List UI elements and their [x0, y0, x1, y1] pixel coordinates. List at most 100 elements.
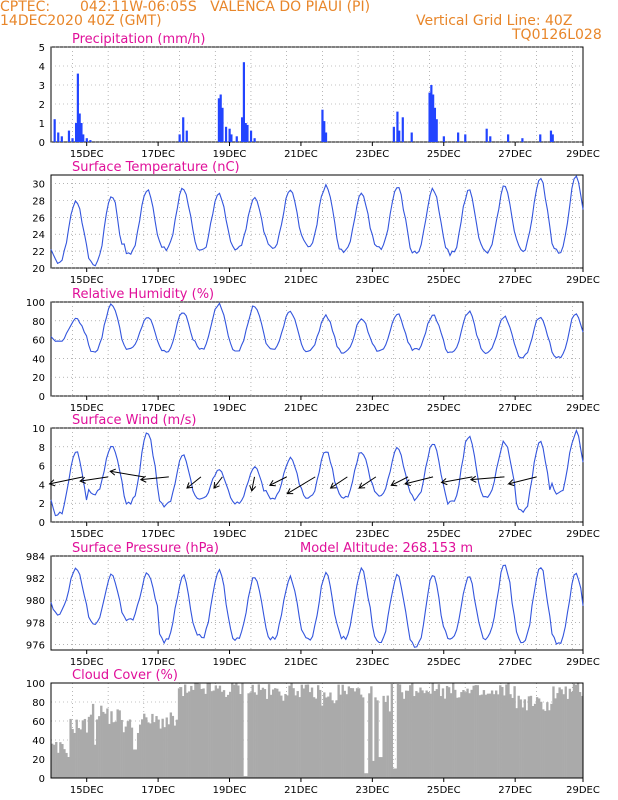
cloud-bar-92 — [239, 694, 242, 778]
cloud-bar-115 — [286, 695, 289, 778]
precipitation-ytick-4: 4 — [39, 62, 45, 73]
precipitation-bar-34 — [401, 117, 404, 142]
cloud-bar-196 — [452, 683, 455, 778]
cloud-bar-73 — [200, 688, 203, 778]
cloud-bar-76 — [206, 683, 209, 778]
cloud-cover-ytick-4: 80 — [32, 698, 45, 709]
cloud-bar-246 — [554, 698, 557, 778]
header-location: 042:11W-06:05S VALENCA DO PIAUI (PI) — [80, 0, 371, 15]
cloud-cover-ytick-1: 20 — [32, 755, 45, 766]
humidity-ytick-1: 20 — [32, 373, 45, 384]
precipitation-bar-1 — [57, 132, 60, 142]
pressure-xtick-1: 17DEC — [141, 657, 175, 668]
cloud-bar-24 — [100, 705, 103, 778]
precipitation-bar-22 — [241, 117, 244, 142]
cloud-bar-159 — [376, 700, 379, 778]
precipitation-bar-49 — [549, 130, 553, 142]
cloud-bar-197 — [454, 689, 457, 778]
cloud-bar-67 — [188, 691, 191, 778]
cloud-bar-158 — [374, 697, 377, 778]
pressure-altitude-note: Model Altitude: 268.153 m — [300, 541, 473, 556]
cloud-bar-66 — [186, 692, 189, 778]
wind-xtick-6: 27DEC — [498, 529, 532, 540]
cloud-bar-171 — [400, 692, 404, 778]
cloud-bar-51 — [155, 716, 158, 778]
cloud-bar-121 — [298, 697, 301, 778]
precipitation-bar-38 — [432, 94, 435, 142]
wind-xtick-3: 21DEC — [284, 529, 318, 540]
wind-vector-9 — [330, 476, 348, 489]
precipitation-bar-8 — [80, 123, 83, 142]
cloud-bar-2 — [55, 741, 58, 778]
wind-arrowhead-6 — [249, 485, 257, 492]
cloud-bar-78 — [210, 691, 213, 778]
humidity-xtick-4: 23DEC — [355, 403, 389, 414]
cloud-bar-105 — [265, 698, 269, 778]
precipitation-ytick-2: 2 — [39, 100, 45, 111]
cloud-bar-222 — [505, 684, 508, 778]
temperature-title: Surface Temperature (nC) — [72, 160, 240, 175]
pressure-xtick-2: 19DEC — [213, 657, 247, 668]
cloud-bar-93 — [241, 683, 244, 778]
cloud-bar-191 — [441, 688, 445, 778]
cloud-bar-59 — [171, 715, 175, 778]
cloud-bar-84 — [222, 690, 226, 778]
cloud-bar-7 — [65, 752, 68, 778]
cloud-bar-198 — [456, 697, 459, 778]
cloud-bar-55 — [163, 727, 166, 778]
temperature-ytick-2: 24 — [32, 230, 45, 241]
wind-arrowhead-12 — [404, 479, 411, 487]
humidity-xtick-1: 17DEC — [141, 403, 175, 414]
cloud-bar-43 — [138, 724, 142, 778]
cloud-bar-13 — [77, 728, 80, 778]
cloud-bar-12 — [75, 719, 78, 778]
precipitation-xtick-5: 25DEC — [427, 149, 461, 160]
cloud-bar-144 — [345, 694, 348, 778]
cloud-bar-183 — [425, 690, 428, 778]
cloud-bar-28 — [108, 723, 111, 778]
precipitation-ytick-1: 1 — [39, 119, 45, 130]
cloud-bar-180 — [419, 687, 422, 778]
cloud-bar-38 — [128, 719, 132, 778]
cloud-bar-131 — [319, 689, 322, 778]
cloud-bar-15 — [81, 720, 85, 778]
cloud-bar-146 — [349, 688, 353, 778]
cloud-bar-132 — [321, 705, 324, 778]
cloud-bar-99 — [253, 692, 256, 778]
cloud-bar-190 — [439, 696, 443, 778]
cloud-bar-65 — [184, 684, 187, 778]
humidity-ytick-3: 60 — [32, 336, 45, 347]
wind-title: Surface Wind (m/s) — [72, 413, 196, 428]
cloud-bar-164 — [386, 695, 389, 778]
cloud-bar-242 — [546, 702, 549, 778]
wind-arrowhead-13 — [440, 478, 448, 486]
cloud-bar-129 — [314, 698, 318, 778]
cloud-bar-46 — [145, 717, 148, 778]
precipitation-xtick-0: 15DEC — [70, 149, 104, 160]
cloud-bar-6 — [63, 749, 66, 778]
wind-arrowhead-3 — [139, 475, 147, 483]
cloud-bar-116 — [288, 685, 291, 778]
cloud-bar-193 — [445, 685, 449, 778]
cloud-bar-80 — [214, 685, 218, 778]
cloud-bar-201 — [462, 690, 465, 778]
precipitation-bar-27 — [253, 138, 256, 142]
temperature-xtick-0: 15DEC — [70, 275, 104, 286]
pressure-ytick-0: 976 — [26, 640, 45, 651]
header-run: 14DEC2020 40Z (GMT) — [0, 13, 162, 29]
cloud-bar-226 — [513, 686, 516, 778]
cloud-bar-26 — [104, 713, 107, 778]
precipitation-bar-2 — [60, 136, 63, 142]
cloud-bar-5 — [61, 744, 64, 778]
cloud-bar-61 — [175, 719, 179, 778]
cloud-bar-252 — [566, 698, 569, 778]
cloud-bar-163 — [384, 701, 387, 778]
cloud-bar-57 — [167, 724, 170, 778]
cloud-bar-155 — [368, 693, 371, 778]
cloud-bar-75 — [204, 693, 207, 778]
cloud-bar-211 — [482, 690, 486, 778]
cloud-bar-170 — [398, 684, 402, 778]
cloud-bar-160 — [378, 757, 381, 778]
temperature-ytick-1: 22 — [32, 247, 45, 258]
wind-arrowhead-11 — [390, 479, 398, 487]
